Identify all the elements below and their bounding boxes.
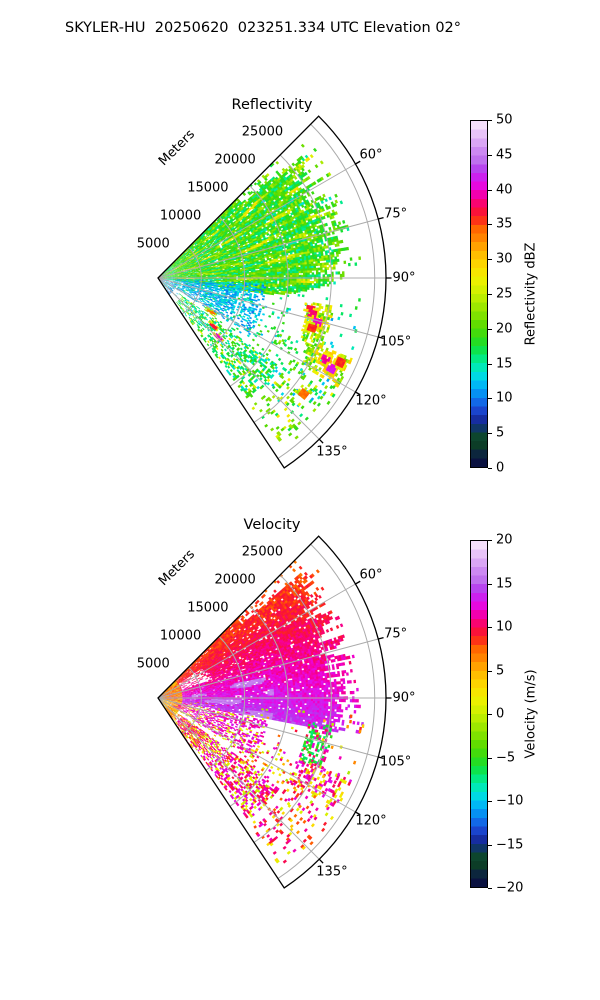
- colorbar-tick-label: 0: [496, 460, 505, 476]
- colorbar-tick-label: 5: [496, 425, 505, 441]
- range-ring-label: 15000: [187, 600, 229, 616]
- colorbar-tick: [488, 189, 492, 191]
- azimuth-label: 105°: [379, 334, 412, 350]
- colorbar-tick-label: 20: [496, 321, 513, 337]
- range-ring-label: 25000: [241, 124, 284, 140]
- azimuth-label: 90°: [392, 690, 416, 706]
- colorbar-tick: [488, 714, 492, 715]
- reflectivity-colorbar: [470, 120, 488, 468]
- velocity-colorbar: [470, 540, 488, 888]
- main-title: SKYLER-HU 20250620 023251.334 UTC Elevat…: [64, 19, 462, 36]
- azimuth-label: 120°: [355, 813, 387, 829]
- colorbar-tick: [488, 433, 492, 435]
- colorbar-tick-label: 10: [496, 390, 513, 406]
- colorbar-tick: [488, 670, 492, 672]
- colorbar-tick-label: 10: [496, 619, 513, 635]
- colorbar-tick-label: −5: [496, 750, 516, 765]
- azimuth-label: 135°: [316, 864, 348, 880]
- azimuth-label: 105°: [379, 754, 412, 770]
- colorbar-tick: [488, 627, 492, 628]
- reflectivity-colorbar-label: Reflectivity dBZ: [523, 242, 539, 346]
- azimuth-label: 90°: [392, 270, 416, 286]
- colorbar-tick-label: −15: [496, 837, 524, 852]
- colorbar-tick: [488, 757, 492, 759]
- velocity-colorbar-label: Velocity (m/s): [523, 669, 539, 759]
- colorbar-tick: [488, 120, 492, 121]
- range-ring-label: 5000: [136, 236, 170, 252]
- range-ring-label: 15000: [187, 180, 229, 196]
- range-ring-label: 5000: [136, 656, 170, 672]
- velocity-plot-title: Velocity: [243, 516, 301, 533]
- colorbar-tick: [488, 363, 492, 365]
- colorbar-tick: [488, 468, 492, 469]
- colorbar-tick-label: 15: [496, 576, 513, 591]
- colorbar-tick: [488, 398, 492, 400]
- colorbar-tick-label: −20: [496, 880, 524, 896]
- range-ring-label: 25000: [241, 544, 284, 560]
- azimuth-label: 120°: [355, 393, 387, 409]
- colorbar-tick-label: 20: [496, 532, 513, 548]
- colorbar-tick-label: 30: [496, 251, 513, 267]
- reflectivity-plot-title: Reflectivity: [231, 96, 313, 113]
- azimuth-label: 75°: [384, 626, 408, 642]
- colorbar-tick: [488, 801, 492, 802]
- colorbar-tick: [488, 294, 492, 295]
- colorbar-tick: [488, 328, 492, 330]
- azimuth-label: 60°: [359, 147, 383, 163]
- colorbar-tick: [488, 224, 492, 226]
- colorbar-tick: [488, 583, 492, 585]
- azimuth-label: 135°: [316, 444, 348, 460]
- azimuth-label: 75°: [384, 206, 408, 222]
- range-ring-label: 10000: [159, 208, 202, 224]
- colorbar-tick-label: 45: [496, 147, 513, 163]
- colorbar-tick-label: 5: [496, 663, 505, 678]
- colorbar-tick-label: 0: [496, 706, 505, 722]
- colorbar-tick-label: 25: [496, 286, 513, 302]
- colorbar-tick-label: 35: [496, 216, 513, 232]
- colorbar-tick-label: −10: [496, 793, 524, 809]
- range-ring-label: 10000: [159, 628, 202, 644]
- colorbar-tick: [488, 259, 492, 261]
- colorbar-tick: [488, 844, 492, 846]
- azimuth-label: 60°: [359, 567, 383, 583]
- colorbar-tick-label: 40: [496, 182, 513, 198]
- colorbar-tick-label: 50: [496, 112, 513, 128]
- colorbar-tick: [488, 540, 492, 541]
- colorbar-tick-label: 15: [496, 356, 513, 372]
- colorbar-tick: [488, 154, 492, 156]
- range-ring-label: 20000: [214, 152, 256, 168]
- colorbar-tick: [488, 888, 492, 889]
- range-ring-label: 20000: [214, 572, 256, 588]
